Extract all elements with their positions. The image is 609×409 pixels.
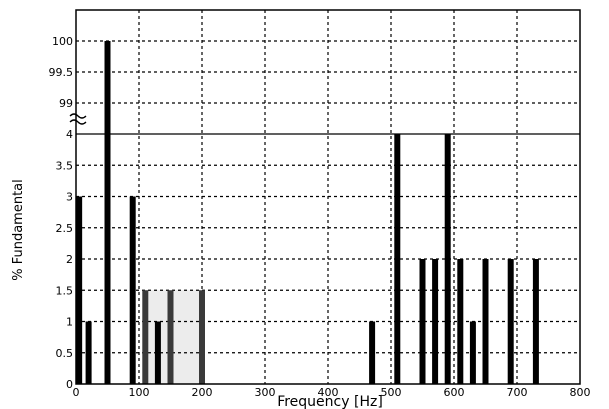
x-axis-label: Frequency [Hz] bbox=[277, 394, 383, 409]
x-tick-label-100: 100 bbox=[129, 386, 150, 399]
bar-550hz bbox=[419, 259, 426, 384]
bar-570hz bbox=[432, 259, 439, 384]
bar-610hz bbox=[457, 259, 464, 384]
y-tick-label-0.5: 0.5 bbox=[56, 347, 74, 360]
bar-5hz bbox=[76, 196, 83, 384]
y-tick-label-100: 100 bbox=[52, 35, 73, 48]
y-tick-label-1: 1 bbox=[66, 316, 73, 329]
bar-90hz bbox=[129, 196, 136, 384]
x-tick-label-500: 500 bbox=[381, 386, 402, 399]
bar-110hz bbox=[142, 290, 149, 384]
x-tick-label-700: 700 bbox=[507, 386, 528, 399]
bar-630hz bbox=[469, 321, 476, 384]
y-tick-label-0: 0 bbox=[66, 378, 73, 391]
x-tick-label-400: 400 bbox=[318, 386, 339, 399]
x-tick-label-800: 800 bbox=[570, 386, 591, 399]
bar-130hz bbox=[154, 321, 161, 384]
bar-470hz bbox=[369, 321, 376, 384]
bar-650hz bbox=[482, 259, 489, 384]
bar-730hz bbox=[532, 259, 539, 384]
bar-150hz bbox=[167, 290, 174, 384]
bar-690hz bbox=[507, 259, 514, 384]
x-tick-label-200: 200 bbox=[192, 386, 213, 399]
bar-510hz bbox=[394, 134, 401, 384]
x-tick-labels: 0 100 200 300 400 500 600 700 800 bbox=[73, 386, 591, 399]
x-tick-label-300: 300 bbox=[255, 386, 276, 399]
bars-layer bbox=[76, 41, 539, 384]
axes-layer bbox=[69, 9, 581, 385]
y-tick-label-2: 2 bbox=[66, 253, 73, 266]
bar-590hz bbox=[444, 134, 451, 384]
grid-layer bbox=[76, 10, 580, 384]
plot-frame bbox=[75, 9, 581, 385]
y-tick-label-2.5: 2.5 bbox=[56, 222, 74, 235]
y-tick-label-1.5: 1.5 bbox=[56, 284, 74, 297]
highlight-band-layer bbox=[145, 290, 202, 384]
highlight-band bbox=[145, 290, 202, 384]
axis-break-mark-2 bbox=[69, 119, 87, 125]
x-tick-label-0: 0 bbox=[73, 386, 80, 399]
axis-break-mark-1 bbox=[69, 113, 87, 119]
bar-200hz bbox=[199, 290, 205, 384]
x-tick-label-600: 600 bbox=[444, 386, 465, 399]
y-tick-label-3: 3 bbox=[66, 191, 73, 204]
y-tick-label-99.5: 99.5 bbox=[49, 66, 74, 79]
y-tick-labels: 0 0.5 1 1.5 2 2.5 3 3.5 4 99 99.5 100 bbox=[49, 35, 74, 391]
y-tick-label-4: 4 bbox=[66, 128, 73, 141]
y-axis-label: % Fundamental bbox=[11, 179, 26, 281]
bar-20hz bbox=[85, 321, 92, 384]
y-tick-label-99: 99 bbox=[59, 97, 73, 110]
bar-50hz bbox=[104, 41, 111, 384]
y-tick-label-3.5: 3.5 bbox=[56, 159, 74, 172]
